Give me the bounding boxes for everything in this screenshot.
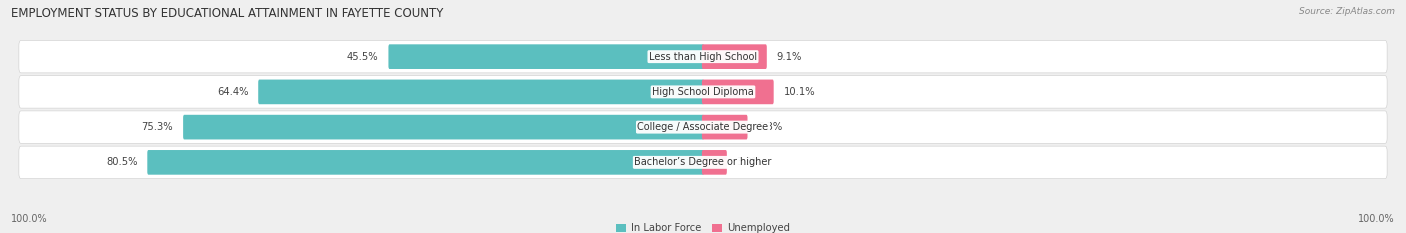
Text: 100.0%: 100.0% [11, 214, 48, 224]
Text: Source: ZipAtlas.com: Source: ZipAtlas.com [1299, 7, 1395, 16]
Text: 64.4%: 64.4% [217, 87, 249, 97]
Text: College / Associate Degree: College / Associate Degree [637, 122, 769, 132]
Text: 6.3%: 6.3% [758, 122, 783, 132]
Text: 75.3%: 75.3% [142, 122, 173, 132]
FancyBboxPatch shape [702, 115, 748, 140]
Text: 80.5%: 80.5% [105, 157, 138, 167]
Text: Less than High School: Less than High School [650, 52, 756, 62]
Text: 3.3%: 3.3% [737, 157, 762, 167]
FancyBboxPatch shape [18, 76, 1388, 108]
Text: 9.1%: 9.1% [776, 52, 801, 62]
FancyBboxPatch shape [18, 41, 1388, 73]
Text: Bachelor’s Degree or higher: Bachelor’s Degree or higher [634, 157, 772, 167]
FancyBboxPatch shape [702, 79, 773, 104]
Text: 45.5%: 45.5% [347, 52, 378, 62]
Text: High School Diploma: High School Diploma [652, 87, 754, 97]
Legend: In Labor Force, Unemployed: In Labor Force, Unemployed [612, 219, 794, 233]
FancyBboxPatch shape [18, 146, 1388, 178]
FancyBboxPatch shape [259, 79, 704, 104]
FancyBboxPatch shape [183, 115, 704, 140]
FancyBboxPatch shape [702, 150, 727, 175]
FancyBboxPatch shape [18, 111, 1388, 143]
Text: EMPLOYMENT STATUS BY EDUCATIONAL ATTAINMENT IN FAYETTE COUNTY: EMPLOYMENT STATUS BY EDUCATIONAL ATTAINM… [11, 7, 444, 20]
FancyBboxPatch shape [388, 44, 704, 69]
FancyBboxPatch shape [702, 44, 766, 69]
FancyBboxPatch shape [148, 150, 704, 175]
Text: 100.0%: 100.0% [1358, 214, 1395, 224]
Text: 10.1%: 10.1% [783, 87, 815, 97]
